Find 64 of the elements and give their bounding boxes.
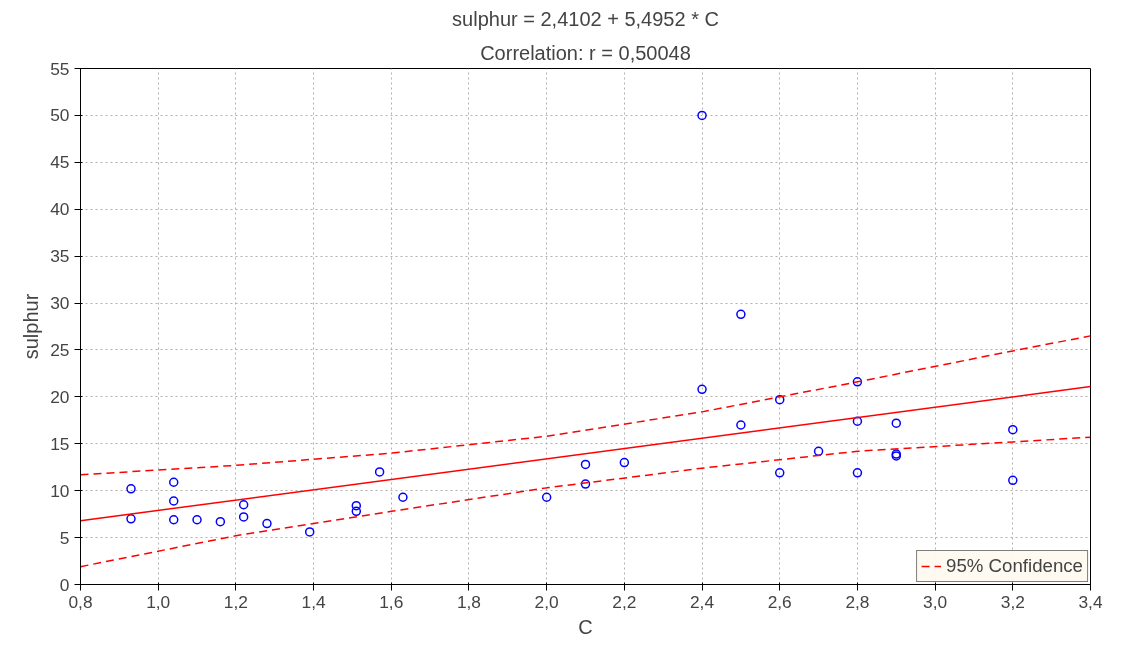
x-tick-label: 1,4 [301,591,326,612]
point [168,515,179,525]
point [126,484,136,494]
point [238,512,249,522]
x-tick-label: 2,0 [534,591,559,612]
point [697,110,707,121]
y-axis-title: sulphur [20,293,43,360]
point [351,506,362,517]
x-axis-title: C [578,615,593,638]
point [813,446,824,457]
point [697,384,707,395]
point [215,516,226,527]
point [774,468,785,478]
y-tick-label: 40 [50,199,70,220]
point [852,416,863,426]
y-tick-label: 30 [50,293,70,314]
x-tick-label: 3,0 [923,591,948,612]
y-tick-label: 50 [50,105,70,126]
point [238,500,249,510]
point [580,479,591,489]
chart-title: sulphur = 2,4102 + 5,4952 * C [452,7,719,30]
x-tick-label: 1,8 [456,591,482,612]
point [619,457,630,468]
x-tick-label: 2,8 [845,591,870,612]
x-tick-label: 2,6 [767,591,792,612]
y-tick-label: 35 [50,246,70,267]
y-tick-label: 20 [50,386,70,407]
line-series [80,335,1091,476]
y-tick-label: 25 [50,339,70,360]
point [774,394,785,405]
x-tick-label: 2,4 [689,591,715,612]
y-tick-label: 5 [59,527,70,548]
y-tick-label: 15 [50,433,70,454]
point [1008,424,1018,435]
point [351,500,362,511]
y-tick-label: 45 [50,152,70,173]
point [192,515,202,525]
x-tick-label: 2,2 [612,591,637,612]
point [891,418,902,428]
point [374,467,385,477]
chart-subtitle: Correlation: r = 0,50048 [480,41,691,64]
x-tick-label: 3,2 [1000,591,1025,612]
point [580,459,591,470]
y-tick-label: 10 [50,480,70,501]
point [736,309,746,320]
y-tick-label: 55 [50,58,70,79]
y-tick-label: 0 [59,574,70,595]
point [736,420,746,430]
x-tick-label: 1,6 [379,591,404,612]
x-tick-label: 0,8 [68,591,93,612]
point [1008,475,1018,486]
point [126,514,136,524]
point [852,468,863,478]
point [168,496,179,506]
point [262,518,272,529]
x-tick-label: 1,0 [146,591,171,612]
point [304,527,315,537]
point [168,477,179,487]
x-tick-label: 1,2 [223,591,248,612]
point [541,492,552,502]
x-tick-label: 3,4 [1078,591,1103,612]
legend-label: 95% Confidence [946,555,1083,577]
point [398,492,408,502]
point [852,377,863,387]
